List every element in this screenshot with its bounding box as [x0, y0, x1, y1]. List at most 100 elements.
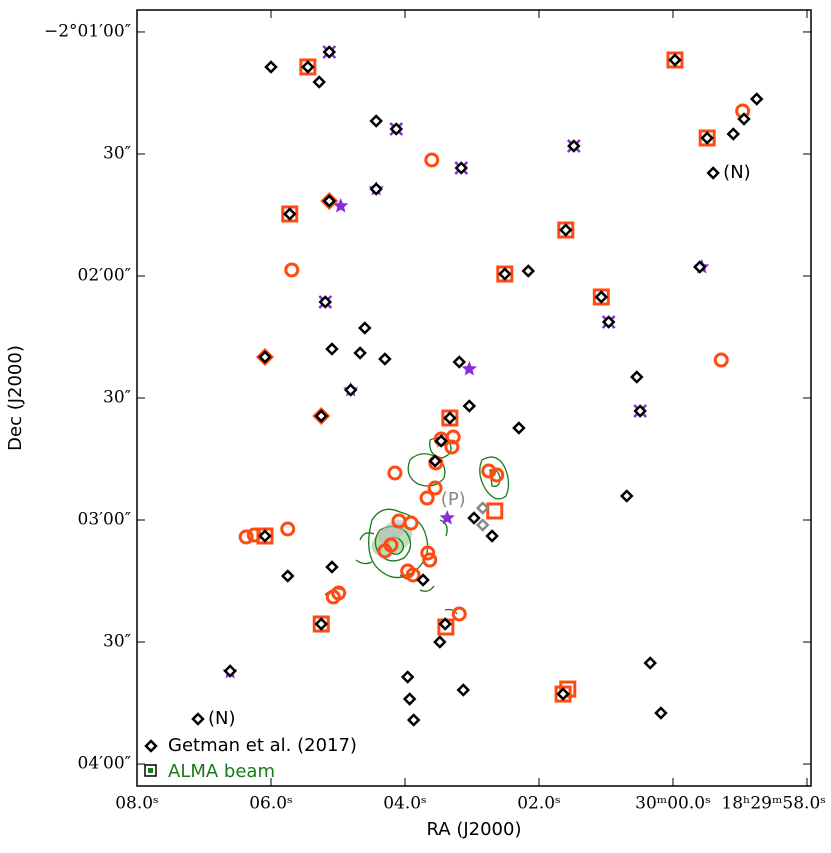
diamond-marker	[369, 182, 383, 196]
circle-marker	[280, 521, 296, 537]
diamond-marker	[301, 60, 315, 74]
frame	[136, 9, 812, 787]
diamond-marker	[601, 315, 616, 329]
diamond-marker	[700, 131, 714, 145]
square-marker	[312, 615, 330, 633]
square-marker	[486, 502, 504, 520]
y-tick-label: 03′00″	[78, 510, 131, 530]
diamond-marker	[258, 529, 272, 543]
diamond-marker	[462, 399, 477, 413]
square-marker	[592, 288, 610, 306]
circle-marker	[481, 463, 497, 479]
diamond-marker	[314, 409, 329, 423]
circle-marker	[444, 439, 460, 455]
legend-label: Getman et al. (2017)	[168, 735, 357, 756]
x-tick-label: 30ᵐ00.0ˢ	[635, 794, 711, 814]
x-tick-label: 18ʰ29ᵐ58.0ˢ	[721, 794, 826, 814]
diamond-marker	[258, 350, 272, 364]
diamond-marker	[314, 617, 329, 631]
diamond-marker	[706, 166, 720, 180]
diamond-marker	[400, 670, 415, 684]
diamond-marker	[467, 511, 481, 525]
diamond-marker	[369, 114, 383, 128]
x-tick-label: 06.0ˢ	[249, 794, 293, 814]
diamond-marker	[428, 454, 442, 468]
diamond-marker	[498, 267, 512, 281]
circle-marker	[419, 490, 435, 506]
diamond-marker	[280, 569, 295, 583]
circle-marker	[383, 537, 399, 553]
y-tick-label: 04′00″	[78, 754, 131, 774]
diamond-marker	[567, 139, 581, 153]
diamond-marker	[264, 60, 278, 74]
square-marker	[554, 685, 572, 703]
legend-beam-swatch	[148, 768, 153, 773]
legend-beam-label: ALMA beam	[168, 761, 275, 782]
diamond-marker	[318, 295, 333, 309]
square-marker	[496, 265, 514, 283]
diamond-marker	[726, 127, 741, 141]
diamond-marker	[223, 664, 237, 678]
circle-marker	[403, 515, 419, 531]
circle-marker	[422, 552, 438, 568]
diamond-marker	[353, 346, 367, 360]
diamond-marker	[737, 112, 751, 126]
circle-marker	[427, 480, 443, 496]
diamond-marker	[433, 635, 447, 649]
y-tick-label: 30″	[103, 143, 131, 163]
diamond-marker	[559, 223, 573, 237]
diamond-marker	[282, 207, 297, 221]
diamond-marker	[416, 573, 430, 587]
diamond-marker	[668, 53, 682, 67]
diamond-marker	[475, 518, 490, 532]
diamond-marker	[322, 194, 337, 208]
diamond-marker	[512, 421, 526, 435]
square-marker	[281, 205, 299, 223]
circle-marker	[420, 545, 436, 561]
square-marker	[557, 221, 575, 239]
star-marker	[439, 510, 455, 525]
y-tick-label: 30″	[103, 388, 131, 408]
diamond-marker	[443, 411, 457, 425]
circle-marker	[387, 465, 403, 481]
star-marker	[461, 361, 477, 376]
diamond-marker	[322, 45, 337, 59]
circle-marker	[713, 352, 729, 368]
diamond-marker	[475, 501, 490, 515]
diamond-marker	[325, 560, 339, 574]
circle-marker	[451, 606, 467, 622]
annotation: (N)	[208, 708, 236, 729]
x-axis-label: RA (J2000)	[427, 819, 522, 840]
diamond-marker	[654, 706, 668, 720]
x-tick-label: 08.0ˢ	[115, 794, 159, 814]
diamond-marker	[556, 687, 570, 701]
diamond-marker	[452, 355, 467, 369]
square-marker	[299, 58, 317, 76]
diamond-marker	[749, 92, 764, 106]
circle-marker	[238, 529, 254, 545]
y-tick-label: 02′00″	[78, 265, 131, 285]
square-marker	[256, 527, 274, 545]
diamond-marker	[325, 342, 339, 356]
diamond-marker	[485, 529, 499, 543]
circle-marker	[424, 152, 440, 168]
diamond-marker	[406, 713, 421, 727]
diamond-marker	[402, 692, 417, 706]
annotation: (P)	[441, 489, 466, 510]
diamond-marker	[312, 75, 327, 89]
annotation: (N)	[723, 162, 751, 183]
square-marker	[441, 409, 459, 427]
legend-marker	[144, 739, 158, 753]
legend-anchor	[143, 733, 151, 741]
diamond-marker	[630, 370, 644, 384]
y-axis-label: Dec (J2000)	[5, 345, 26, 451]
x-tick-label: 02.0ˢ	[517, 794, 561, 814]
circle-marker	[405, 567, 421, 583]
y-tick-label: −2°01′00″	[44, 21, 131, 41]
diamond-marker	[358, 321, 372, 335]
diamond-marker	[454, 161, 469, 175]
circle-marker	[284, 262, 300, 278]
star-marker	[333, 198, 349, 213]
diamond-marker	[619, 489, 634, 503]
